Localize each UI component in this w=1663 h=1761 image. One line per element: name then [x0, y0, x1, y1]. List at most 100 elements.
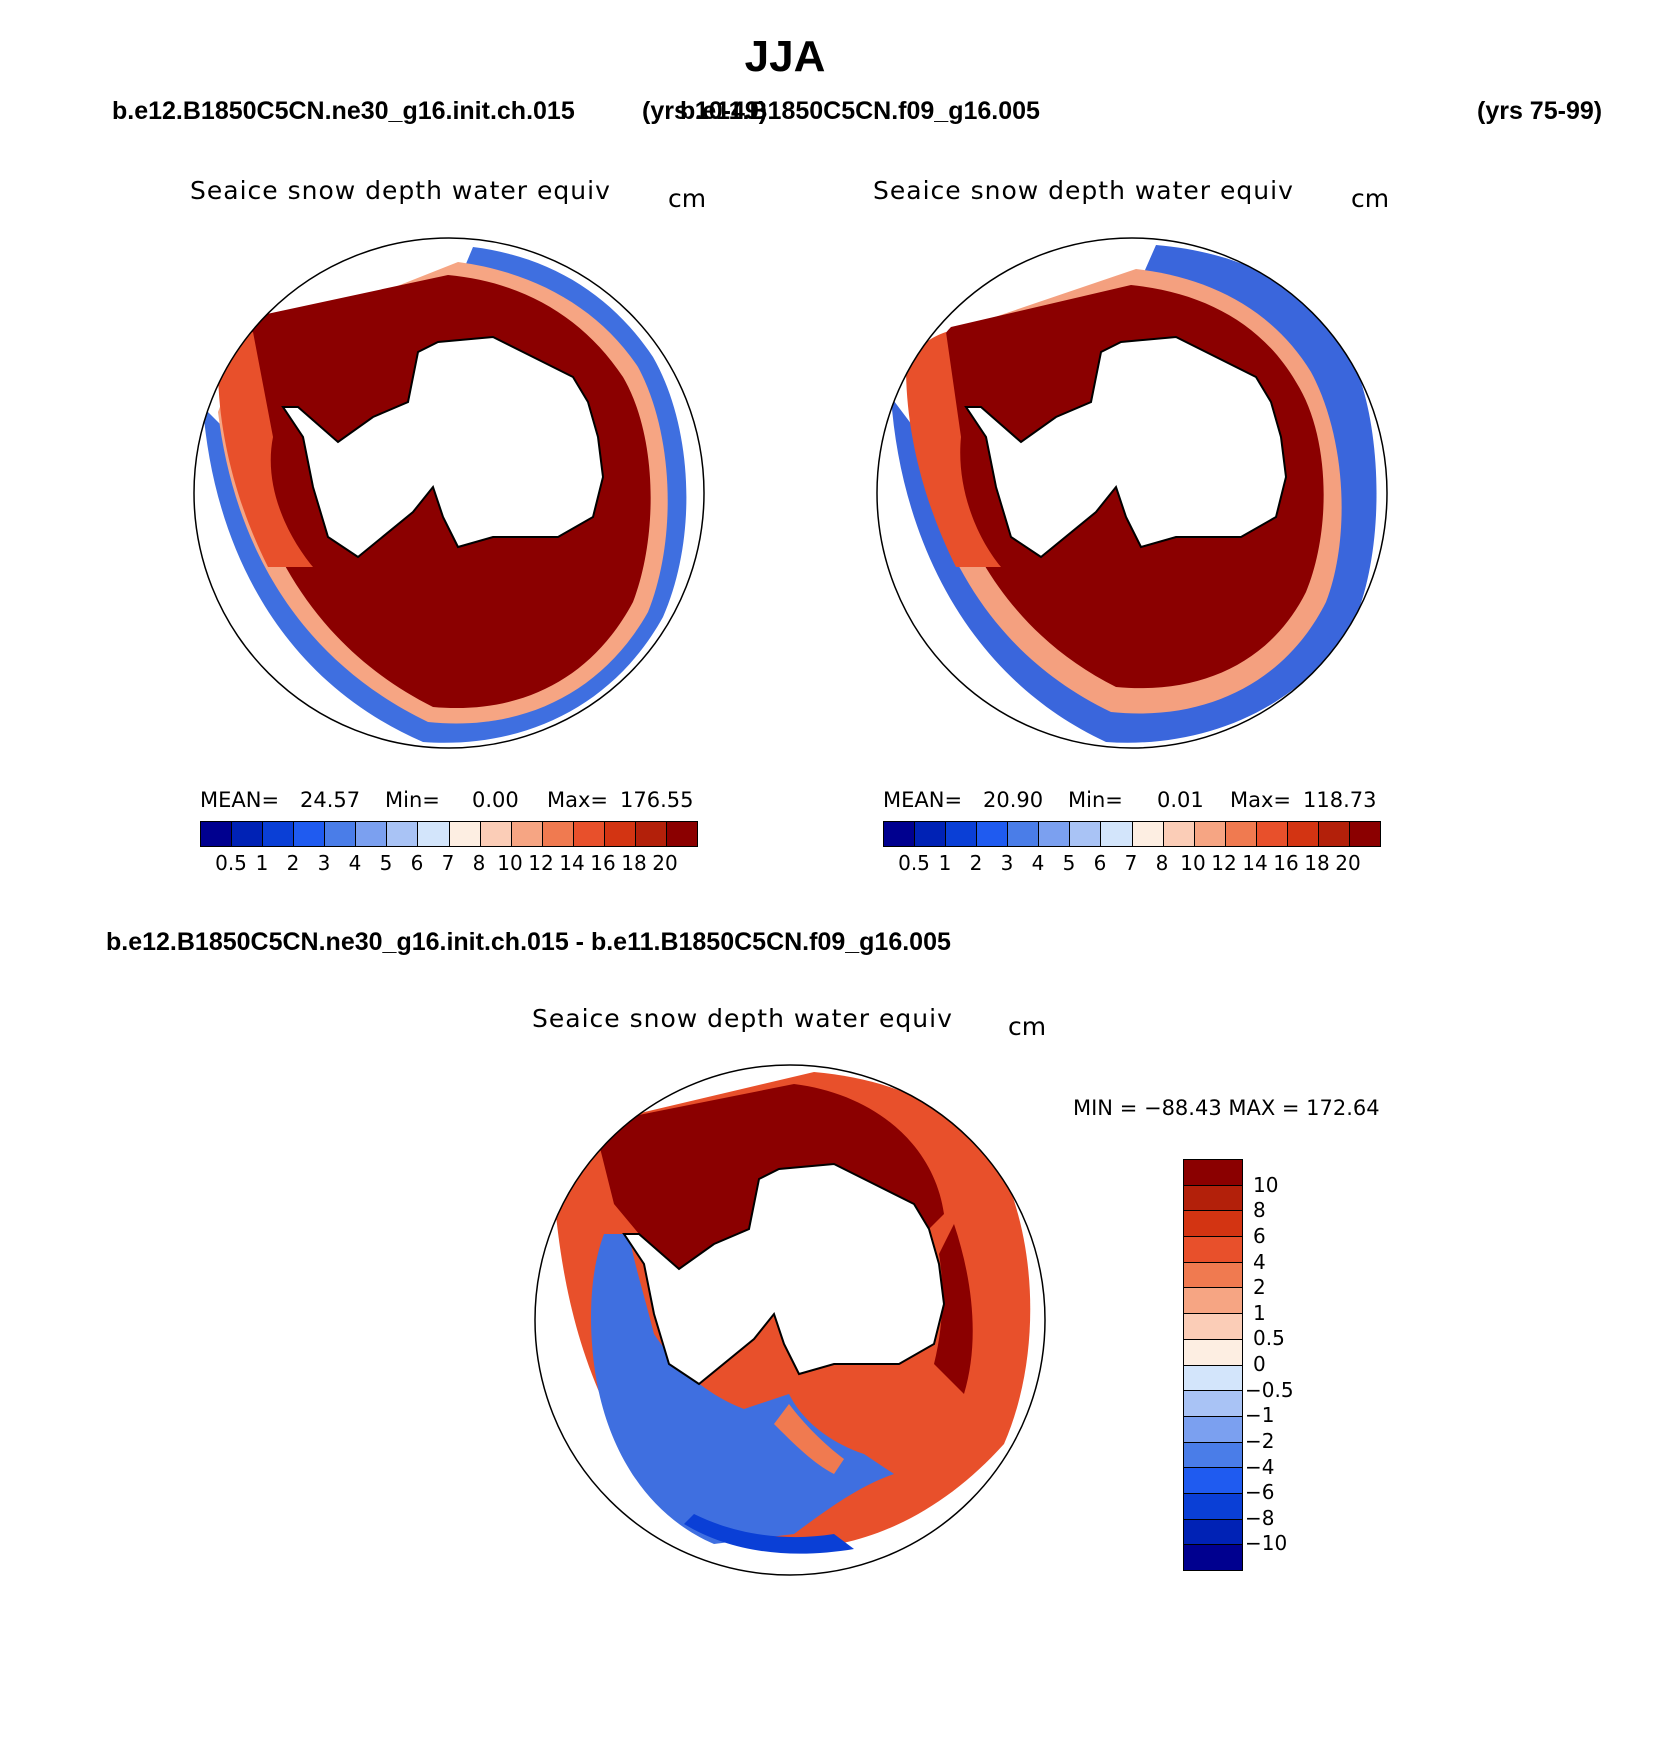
colorbar-swatch [1184, 1493, 1242, 1520]
colorbar-swatch [1184, 1468, 1242, 1494]
colorbar-swatch [1184, 1237, 1242, 1263]
colorbar-tick-label: 5 [379, 851, 393, 875]
panel2-mean-value: 20.90 [983, 788, 1044, 812]
colorbar-swatch [263, 822, 295, 846]
colorbar-tick-label: −1 [1245, 1403, 1275, 1428]
colorbar-swatch [1318, 822, 1350, 846]
colorbar-swatch [573, 822, 605, 846]
colorbar-tick-label: 1 [255, 851, 269, 875]
colorbar-tick-label: 4 [1031, 851, 1045, 875]
panel2-max-label: Max= [1230, 788, 1292, 812]
colorbar-tick-label: 0.5 [898, 851, 930, 875]
colorbar-swatch [542, 822, 574, 846]
colorbar-tick-label: 14 [1242, 851, 1268, 875]
colorbar-tick-label: 12 [528, 851, 554, 875]
colorbar-swatch [201, 822, 233, 846]
panel3-dark-red-region [594, 1084, 944, 1269]
colorbar-swatch [884, 822, 916, 846]
colorbar-swatch [1184, 1185, 1242, 1212]
colorbar-swatch [1184, 1442, 1242, 1469]
panel1-antarctica [281, 335, 605, 559]
panel1-mean-label: MEAN= [200, 788, 280, 812]
colorbar-swatch [1132, 822, 1164, 846]
colorbar-swatch [1101, 822, 1133, 846]
colorbar-swatch [1184, 1365, 1242, 1392]
colorbar-tick-label: 8 [472, 851, 486, 875]
panel2-map-boundary [876, 237, 1388, 749]
panel1-colorbar [200, 821, 698, 847]
panel1-mean-value: 24.57 [300, 788, 361, 812]
panel2-mean-label: MEAN= [883, 788, 963, 812]
colorbar-swatch [418, 822, 450, 846]
colorbar-tick-label: 20 [1335, 851, 1361, 875]
panel3-orange-streak [774, 1404, 844, 1474]
colorbar-swatch [1225, 822, 1257, 846]
colorbar-tick-label: 16 [590, 851, 616, 875]
colorbar-tick-label: 1 [1253, 1300, 1266, 1325]
panel1-polar-map [193, 237, 705, 749]
colorbar-tick-label: 3 [1000, 851, 1014, 875]
colorbar-tick-label: 6 [1253, 1223, 1266, 1248]
colorbar-tick-label: 5 [1062, 851, 1076, 875]
colorbar-tick-label: −8 [1245, 1505, 1275, 1530]
colorbar-swatch [666, 822, 697, 846]
panel3-polar-map [534, 1064, 1046, 1576]
colorbar-tick-label: 10 [1253, 1172, 1279, 1197]
colorbar-swatch [1256, 822, 1288, 846]
panel2-units: cm [1351, 184, 1390, 213]
colorbar-tick-label: 8 [1253, 1198, 1266, 1223]
panel2-orange-flank [906, 332, 1001, 567]
case1-label: b.e12.B1850C5CN.ne30_g16.init.ch.015 [112, 97, 575, 125]
colorbar-swatch [1184, 1416, 1242, 1443]
colorbar-swatch [1070, 822, 1102, 846]
colorbar-swatch [1194, 822, 1226, 846]
colorbar-swatch [1184, 1211, 1242, 1238]
colorbar-tick-label: 0 [1253, 1352, 1266, 1376]
colorbar-tick-label: 10 [497, 851, 523, 875]
case2-label: b.e11.B1850C5CN.f09_g16.005 [680, 97, 1040, 125]
panel2-title: Seaice snow depth water equiv [873, 176, 1294, 205]
colorbar-swatch [511, 822, 543, 846]
panel1-min-label: Min= [385, 788, 440, 812]
colorbar-tick-label: 2 [286, 851, 300, 875]
colorbar-swatch [1184, 1160, 1242, 1186]
colorbar-tick-label: 2 [1253, 1275, 1266, 1300]
case2-years-label: (yrs 75-99) [1477, 97, 1603, 125]
panel3-map-boundary [534, 1064, 1046, 1576]
colorbar-tick-label: −0.5 [1245, 1377, 1294, 1402]
panel2-polar-map [876, 237, 1388, 749]
colorbar-swatch [604, 822, 636, 846]
panel3-title: Seaice snow depth water equiv [532, 1004, 953, 1033]
colorbar-swatch [1184, 1339, 1242, 1366]
colorbar-tick-label: 20 [652, 851, 678, 875]
colorbar-tick-label: 4 [348, 851, 362, 875]
panel3-antarctica [622, 1162, 946, 1386]
panel3-colorbar [1183, 1159, 1243, 1571]
colorbar-swatch [387, 822, 419, 846]
colorbar-tick-label: 10 [1180, 851, 1206, 875]
colorbar-swatch [977, 822, 1009, 846]
panel1-map-boundary [193, 237, 705, 749]
panel2-min-label: Min= [1068, 788, 1123, 812]
panel1-max-label: Max= [547, 788, 609, 812]
colorbar-tick-label: 2 [969, 851, 983, 875]
panel3-units: cm [1008, 1012, 1047, 1041]
colorbar-swatch [1349, 822, 1380, 846]
colorbar-tick-label: 8 [1155, 851, 1169, 875]
panel2-min-value: 0.01 [1157, 788, 1204, 812]
panel2-colorbar [883, 821, 1381, 847]
colorbar-tick-label: −6 [1245, 1480, 1275, 1505]
difference-title: b.e12.B1850C5CN.ne30_g16.init.ch.015 - b… [106, 928, 951, 956]
colorbar-swatch [480, 822, 512, 846]
colorbar-tick-label: 0.5 [215, 851, 247, 875]
colorbar-tick-label: −4 [1245, 1454, 1275, 1479]
colorbar-tick-label: 6 [1093, 851, 1107, 875]
panel3-negative-region [591, 1234, 894, 1544]
colorbar-tick-label: 18 [621, 851, 647, 875]
colorbar-tick-label: 14 [559, 851, 585, 875]
colorbar-tick-label: 3 [317, 851, 331, 875]
colorbar-swatch [1184, 1288, 1242, 1315]
panel1-title: Seaice snow depth water equiv [190, 176, 611, 205]
colorbar-tick-label: 12 [1211, 851, 1237, 875]
colorbar-swatch [232, 822, 264, 846]
